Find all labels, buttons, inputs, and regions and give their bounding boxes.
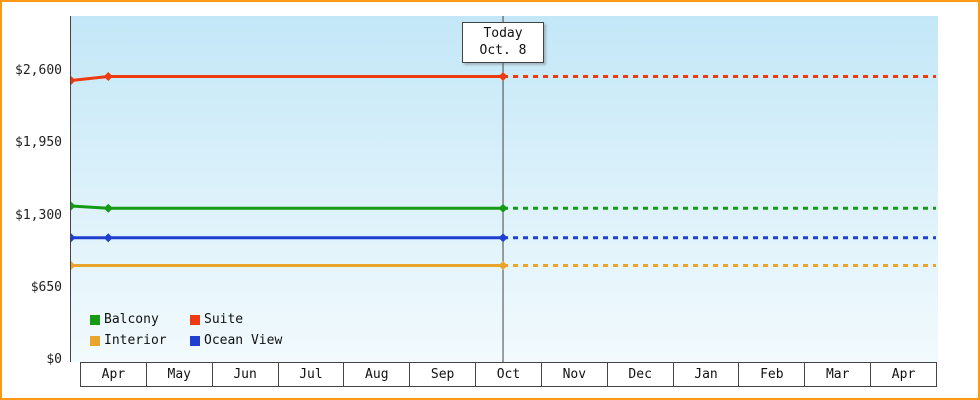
month-cell: Sep bbox=[409, 362, 477, 387]
month-cell: Jan bbox=[672, 362, 740, 387]
legend-label: Suite bbox=[204, 312, 244, 327]
month-cell: Oct bbox=[475, 362, 542, 387]
series-marker bbox=[103, 72, 113, 82]
month-cell: Dec bbox=[606, 362, 674, 387]
legend-item: Suite bbox=[190, 312, 282, 327]
month-cell: Mar bbox=[804, 362, 872, 387]
series-marker bbox=[71, 201, 76, 211]
chart-canvas bbox=[71, 16, 936, 362]
x-axis: Apr May Jun Jul Aug Sep Oct Nov Dec Jan Feb Mar Apr bbox=[80, 362, 937, 387]
legend-label: Ocean View bbox=[204, 333, 283, 348]
month-cell: Feb bbox=[738, 362, 806, 387]
legend-swatch bbox=[190, 335, 200, 346]
series-marker bbox=[71, 261, 76, 271]
series-marker bbox=[103, 233, 113, 243]
month-cell: Nov bbox=[540, 362, 608, 387]
legend-item: Interior bbox=[90, 333, 190, 348]
today-box: Today Oct. 8 bbox=[462, 22, 545, 63]
series-marker bbox=[498, 233, 508, 243]
series-marker bbox=[498, 203, 508, 213]
legend-swatch bbox=[90, 314, 100, 325]
today-date: Oct. 8 bbox=[479, 43, 527, 58]
legend-item: Ocean View bbox=[190, 333, 282, 348]
month-cell: Jun bbox=[211, 362, 279, 387]
plot-area bbox=[70, 16, 938, 362]
series-marker bbox=[71, 233, 76, 243]
y-tick-label: $2,600 bbox=[15, 63, 62, 78]
series-marker bbox=[71, 75, 76, 85]
legend: Balcony Suite Interior Ocean View bbox=[90, 312, 282, 348]
today-title: Today bbox=[483, 26, 523, 41]
series-marker bbox=[103, 203, 113, 213]
month-cell: Apr bbox=[870, 362, 937, 387]
y-tick-label: $0 bbox=[46, 352, 62, 367]
legend-label: Interior bbox=[104, 333, 167, 348]
month-cell: Jul bbox=[277, 362, 345, 387]
series-marker bbox=[498, 72, 508, 82]
y-tick-label: $1,300 bbox=[15, 207, 62, 223]
month-cell: Apr bbox=[80, 362, 147, 387]
month-cell: Aug bbox=[343, 362, 411, 387]
legend-item: Balcony bbox=[90, 312, 190, 327]
series-marker bbox=[498, 261, 508, 271]
legend-swatch bbox=[90, 335, 100, 346]
legend-label: Balcony bbox=[104, 312, 159, 327]
y-tick-label: $1,950 bbox=[15, 135, 62, 151]
y-tick-label: $650 bbox=[30, 279, 62, 295]
legend-swatch bbox=[190, 314, 200, 325]
month-cell: May bbox=[145, 362, 213, 387]
